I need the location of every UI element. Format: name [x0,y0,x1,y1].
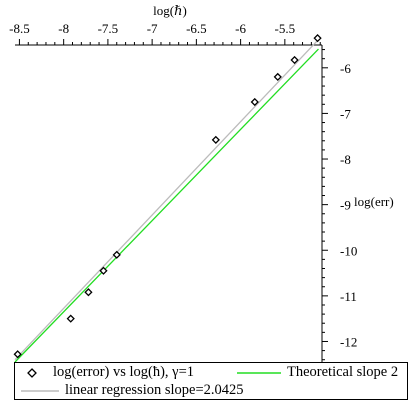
data-point [66,314,75,323]
data-point [84,288,93,297]
data-point [290,55,299,65]
legend-entry-theory: Theoretical slope 2 [237,364,407,381]
data-points [13,34,322,359]
theoretical-slope-line [14,48,319,363]
x-tick-label: -5.5 [275,21,296,36]
x-tick-label: -6 [235,21,246,36]
data-point [313,34,322,43]
y-tick-label: -7 [340,106,351,121]
legend-entry-points: log(error) vs log(ħ), γ=1 [21,364,231,381]
y-tick-label: -6 [340,61,351,76]
data-point [250,97,259,107]
legend-entry-regression: linear regression slope=2.0425 [21,382,259,399]
x-tick-label: -8.5 [9,21,30,36]
y-tick-label: -11 [340,289,357,304]
y-tick-label: -8 [340,152,351,167]
regression-line [14,39,319,361]
data-point [13,350,22,359]
series-lines [14,39,319,363]
legend-label-theory: Theoretical slope 2 [287,364,399,380]
data-point [211,135,220,144]
y-tick-label: -10 [340,243,357,258]
x-tick-label: -8 [58,21,69,36]
diamond-marker-icon [21,366,43,380]
y-axis-title: log(err) [354,194,394,209]
ticks-layer: -8.5 -8 -7.5 -7 -6.5 -6 -5.5 -6 -7 -8 -9 -10 -11 -12 [9,21,357,361]
data-point [99,266,108,275]
legend-label-points: log(error) vs log(ħ), γ=1 [53,364,195,380]
legend: log(error) vs log(ħ), γ=1 Theoretical sl… [14,362,408,400]
x-tick-label: -7 [147,21,158,36]
y-tick-label: -9 [340,198,351,213]
green-line-swatch [237,366,281,380]
x-tick-label: -7.5 [98,21,119,36]
gray-line-swatch [21,384,59,398]
data-point [112,250,121,259]
x-tick-label: -6.5 [186,21,207,36]
data-point [273,72,282,82]
x-axis-title: log(ℏ) [153,3,187,18]
y-tick-label: -12 [340,334,357,349]
legend-label-regression: linear regression slope=2.0425 [65,382,244,398]
